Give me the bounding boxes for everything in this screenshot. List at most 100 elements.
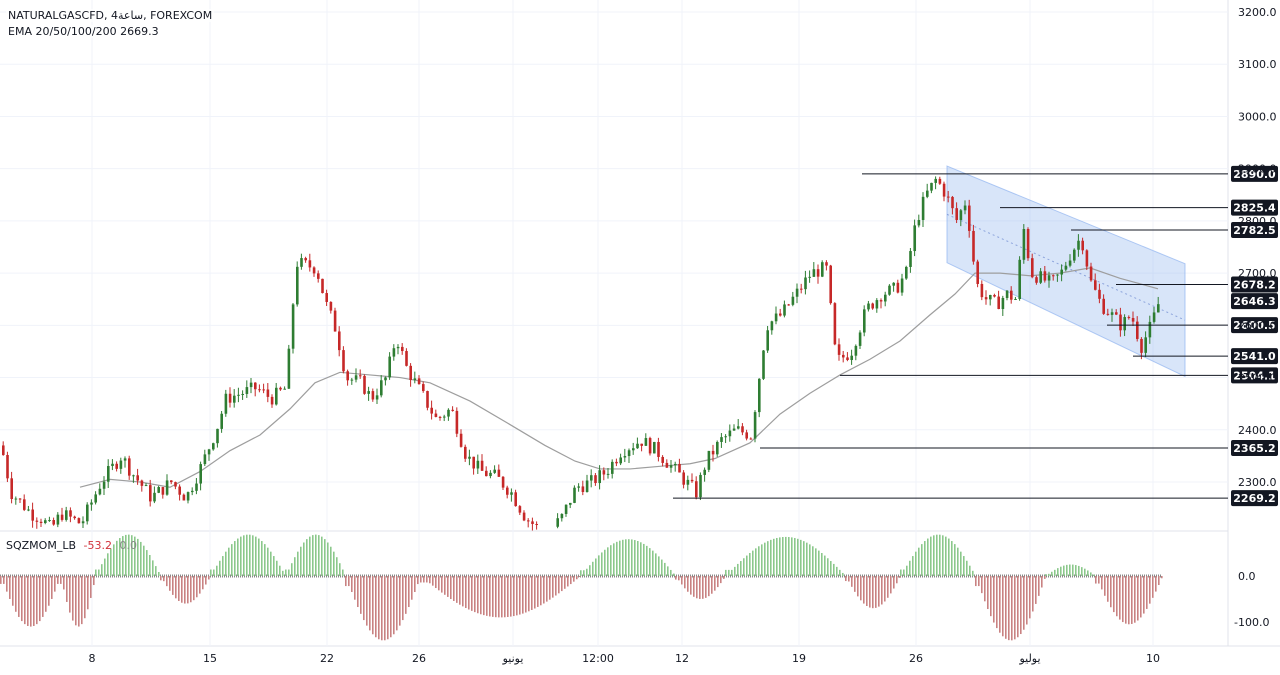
symbol-legend[interactable]: NATURALGASCFD, 4ساعة, FOREXCOM xyxy=(6,9,215,22)
candle-body xyxy=(1157,304,1160,313)
momentum-bar xyxy=(495,576,497,618)
momentum-bar xyxy=(734,566,736,576)
momentum-bar xyxy=(737,563,739,576)
level-price-tag[interactable] xyxy=(1231,490,1278,507)
momentum-bar xyxy=(441,576,443,593)
momentum-bar xyxy=(66,576,68,602)
momentum-bar xyxy=(288,569,290,576)
candle-body xyxy=(312,267,316,274)
level-price-tag[interactable] xyxy=(1231,276,1278,293)
momentum-bar xyxy=(190,576,192,603)
candle-body xyxy=(1060,269,1063,275)
candle-body xyxy=(959,210,963,220)
momentum-bar xyxy=(125,534,127,576)
candle-body xyxy=(300,258,303,267)
momentum-bar xyxy=(498,576,500,618)
momentum-bar xyxy=(972,570,974,576)
candle-body xyxy=(863,309,866,333)
candle-body xyxy=(434,413,438,417)
momentum-bar xyxy=(842,572,844,576)
momentum-bar xyxy=(1011,576,1013,641)
candle-body xyxy=(1123,317,1126,331)
momentum-bar xyxy=(658,556,660,576)
candle-body xyxy=(245,387,249,394)
momentum-bar xyxy=(936,534,938,576)
momentum-bar xyxy=(966,560,968,576)
level-price-label: 2890.0 xyxy=(1233,168,1276,181)
level-price-tag[interactable] xyxy=(1231,222,1278,239)
candle-body xyxy=(182,494,186,501)
candle-body xyxy=(186,492,190,501)
level-price-tag[interactable] xyxy=(1231,317,1278,334)
momentum-bar xyxy=(570,576,572,585)
momentum-bar xyxy=(210,569,212,576)
momentum-bar xyxy=(818,550,820,576)
momentum-bar xyxy=(143,545,145,576)
candle-body xyxy=(359,375,362,377)
candle-body xyxy=(905,266,908,279)
level-price-tag[interactable] xyxy=(1231,439,1278,456)
candle-body xyxy=(451,409,454,411)
candle-body xyxy=(107,466,110,482)
level-price-tag[interactable] xyxy=(1231,165,1278,182)
candle-body xyxy=(934,178,937,183)
candle-body xyxy=(1131,317,1135,322)
momentum-bar xyxy=(1143,576,1145,614)
momentum-bar xyxy=(324,539,326,576)
momentum-bar xyxy=(957,547,959,576)
level-price-tag[interactable] xyxy=(1231,348,1278,365)
momentum-bar xyxy=(1128,576,1130,625)
candle-body xyxy=(980,283,984,298)
time-axis: 8 15 22 26 يونيو 12:00 12 19 26 يوليو 10 xyxy=(89,652,1161,665)
candle-body xyxy=(241,393,244,395)
momentum-bar xyxy=(782,537,784,576)
momentum-bar xyxy=(181,576,183,603)
momentum-bar xyxy=(98,569,100,576)
momentum-bar xyxy=(291,563,293,576)
level-price-tag[interactable] xyxy=(1231,367,1278,384)
momentum-bar xyxy=(33,576,35,626)
ema-legend[interactable]: EMA 20/50/100/200 2669.3 xyxy=(6,25,161,38)
grid xyxy=(0,0,1280,647)
candle-body xyxy=(636,443,639,449)
indicator-legend[interactable]: SQZMOM_LB -53.2 0.0 xyxy=(6,539,137,552)
momentum-bar xyxy=(613,543,615,576)
candle-body xyxy=(10,478,13,500)
level-price-tag[interactable] xyxy=(1231,293,1278,310)
candle-body xyxy=(317,273,320,279)
momentum-bar xyxy=(720,576,722,584)
candle-body xyxy=(81,521,85,524)
momentum-bar xyxy=(948,538,950,576)
momentum-bar xyxy=(758,546,760,576)
time-tick-label: 8 xyxy=(89,652,96,665)
candle-body xyxy=(468,456,471,459)
momentum-bar xyxy=(318,535,320,576)
momentum-bar xyxy=(95,569,97,576)
momentum-bar xyxy=(342,569,344,576)
momentum-bar xyxy=(746,555,748,576)
price-tick-label: 3100.0 xyxy=(1238,58,1277,71)
momentum-bar xyxy=(728,569,730,576)
momentum-bar xyxy=(963,556,965,576)
level-price-tag[interactable] xyxy=(1231,199,1278,216)
candle-body xyxy=(459,433,463,447)
candle-body xyxy=(123,458,127,461)
candle-body xyxy=(787,304,790,306)
momentum-bar xyxy=(996,576,998,629)
candle-body xyxy=(833,303,837,345)
momentum-bar xyxy=(273,556,275,576)
momentum-bar xyxy=(773,538,775,576)
momentum-bar xyxy=(193,576,195,601)
candle-body xyxy=(249,382,253,388)
momentum-bar xyxy=(1119,576,1121,620)
candle-body xyxy=(346,371,349,381)
momentum-bar xyxy=(429,576,431,584)
momentum-bar xyxy=(717,576,719,588)
candle-body xyxy=(737,426,740,429)
momentum-bar xyxy=(776,537,778,576)
momentum-bar xyxy=(1081,567,1083,576)
ema-value: 2669.3 xyxy=(120,25,159,38)
candle-body xyxy=(86,504,89,522)
